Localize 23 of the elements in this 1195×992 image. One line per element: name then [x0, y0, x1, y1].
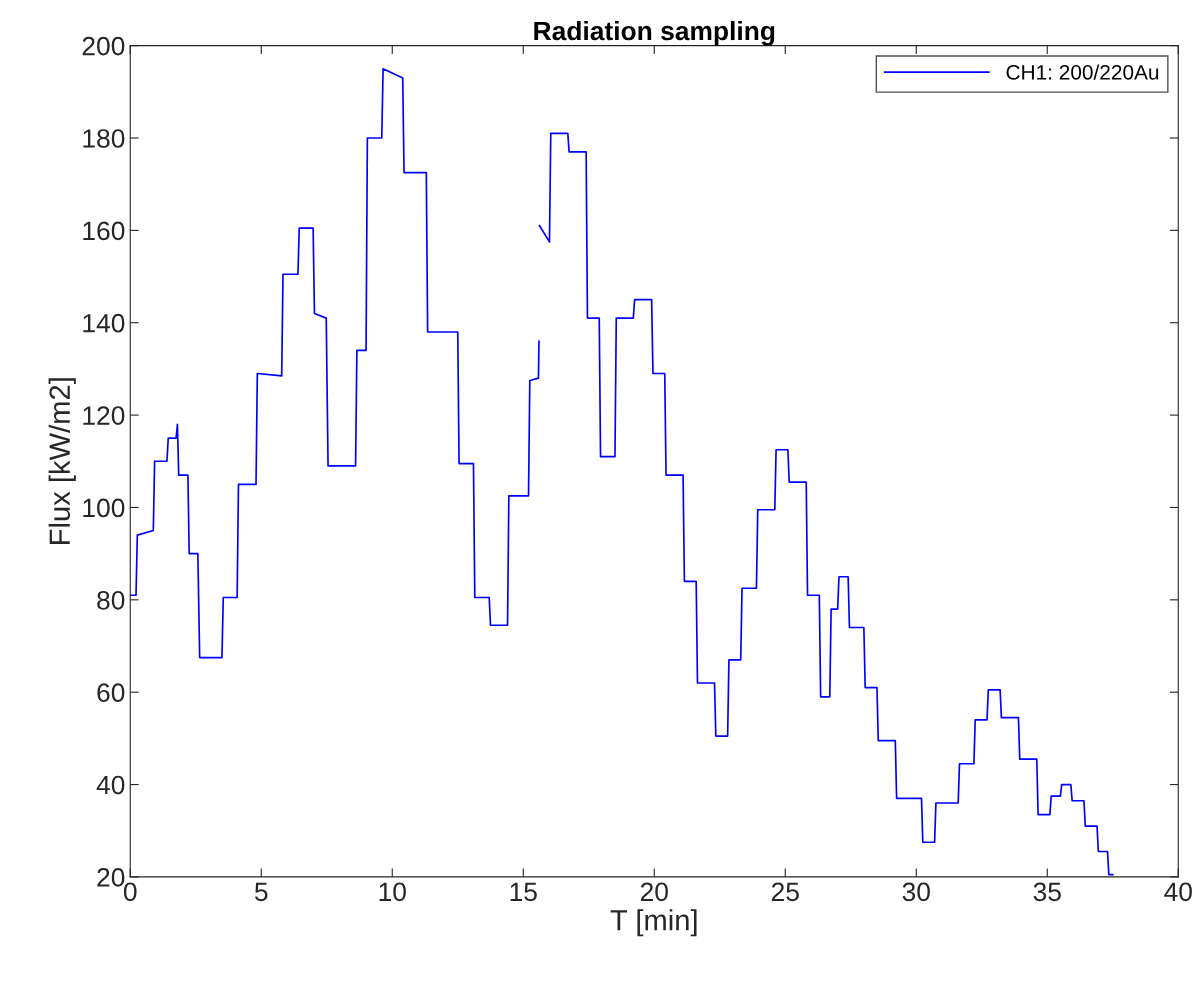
y-tick-label: 160: [83, 221, 125, 241]
y-tick-label: 200: [82, 36, 125, 56]
y-tick-label: 60: [97, 683, 125, 703]
x-tick-label: 15: [510, 882, 537, 902]
y-tick-label: 100: [83, 498, 125, 518]
y-axis-title: Flux [kW/m2]: [48, 378, 76, 544]
y-tick-label: 180: [83, 129, 125, 148]
x-tick-label: 25: [771, 882, 799, 902]
y-tick-label: 80: [97, 590, 125, 610]
y-tick-label: 120: [83, 406, 125, 425]
x-tick-label: 40: [1164, 882, 1192, 902]
x-tick-label: 35: [1033, 882, 1061, 902]
x-tick-label: 10: [379, 882, 406, 902]
y-tick-label: 20: [97, 868, 125, 887]
x-tick-label: 30: [902, 882, 930, 902]
y-tick-label: 140: [83, 313, 125, 333]
text: CH1: 200/220Au: [1006, 64, 1159, 80]
x-axis-title: T [min]: [610, 909, 697, 937]
x-tick-label: 20: [640, 882, 668, 902]
x-tick-label: 5: [254, 882, 268, 902]
chart-title: Radiation sampling: [534, 20, 775, 46]
y-tick-label: 40: [96, 775, 125, 795]
x-tick-label: 0: [123, 882, 137, 902]
